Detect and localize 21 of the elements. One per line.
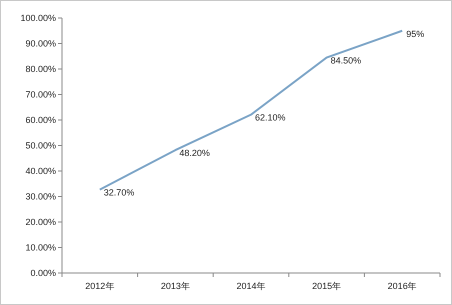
data-label: 62.10% <box>255 112 286 123</box>
xtick: 2015年 <box>312 281 342 291</box>
data-label: 48.20% <box>179 148 210 158</box>
ytick: 20.00% <box>25 217 56 227</box>
xtick: 2012年 <box>85 281 114 291</box>
ytick: 60.00% <box>25 115 56 125</box>
ytick: 80.00% <box>25 64 56 74</box>
ytick: 70.00% <box>25 90 56 100</box>
ytick: 0.00% <box>30 268 56 278</box>
ytick: 50.00% <box>25 140 56 150</box>
xtick: 2014年 <box>236 281 266 291</box>
ytick: 90.00% <box>25 38 56 48</box>
ytick: 10.00% <box>25 242 56 252</box>
ytick: 30.00% <box>25 192 56 202</box>
data-label: 95% <box>406 28 424 39</box>
xtick: 2016年 <box>388 281 417 291</box>
data-label: 84.50% <box>330 56 362 66</box>
xtick: 2013年 <box>160 281 190 291</box>
ytick: 40.00% <box>25 166 56 176</box>
data-label: 32.70% <box>104 188 134 198</box>
ytick: 100.00% <box>20 13 56 23</box>
